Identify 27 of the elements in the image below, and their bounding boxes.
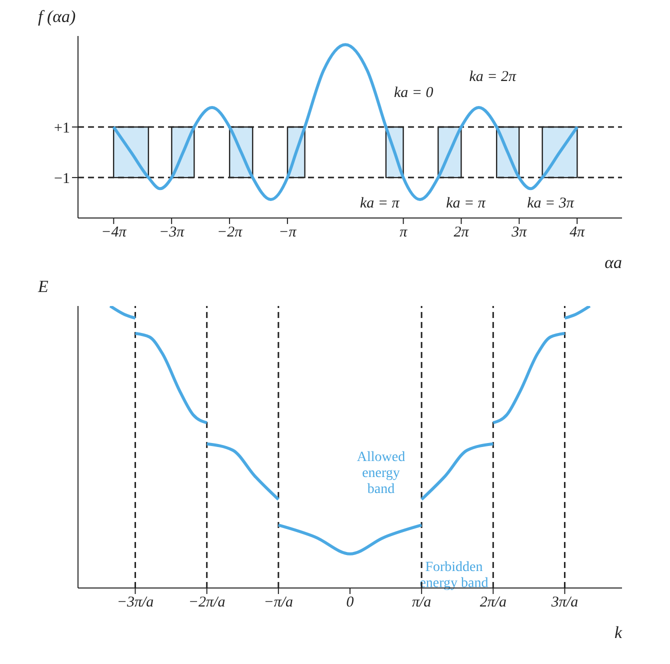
x-tick-label: −2π/a bbox=[188, 594, 226, 611]
annotation: ka = 0 bbox=[394, 85, 434, 101]
x-axis-title: αa bbox=[604, 253, 622, 272]
annotation: ka = 2π bbox=[469, 69, 516, 85]
x-tick-label: π bbox=[400, 224, 408, 241]
x-tick-label: 3π/a bbox=[550, 594, 578, 611]
x-tick-label: −3π/a bbox=[116, 594, 154, 611]
x-tick-label: 0 bbox=[346, 594, 354, 611]
y-tick-label: +1 bbox=[54, 120, 70, 136]
x-axis-title: k bbox=[614, 623, 622, 642]
x-tick-label: −3π bbox=[159, 224, 185, 241]
annotation: Allowed energy band bbox=[348, 450, 414, 498]
x-tick-label: −π/a bbox=[264, 594, 294, 611]
y-tick-label: −1 bbox=[54, 170, 70, 187]
y-axis-title: E bbox=[37, 277, 49, 296]
x-tick-label: −2π bbox=[216, 224, 243, 241]
y-axis-title: f (αa) bbox=[38, 7, 76, 26]
x-tick-label: 2π/a bbox=[480, 594, 506, 611]
annotation: ka = π bbox=[360, 196, 400, 212]
x-tick-label: 2π bbox=[454, 224, 470, 241]
x-tick-label: −4π bbox=[101, 224, 127, 241]
x-tick-label: −π bbox=[278, 224, 297, 241]
annotation: ka = π bbox=[446, 196, 486, 212]
x-tick-label: π/a bbox=[412, 594, 432, 611]
x-tick-label: 3π bbox=[510, 224, 528, 241]
x-tick-label: 4π bbox=[570, 224, 586, 241]
annotation: ka = 3π bbox=[527, 196, 574, 212]
